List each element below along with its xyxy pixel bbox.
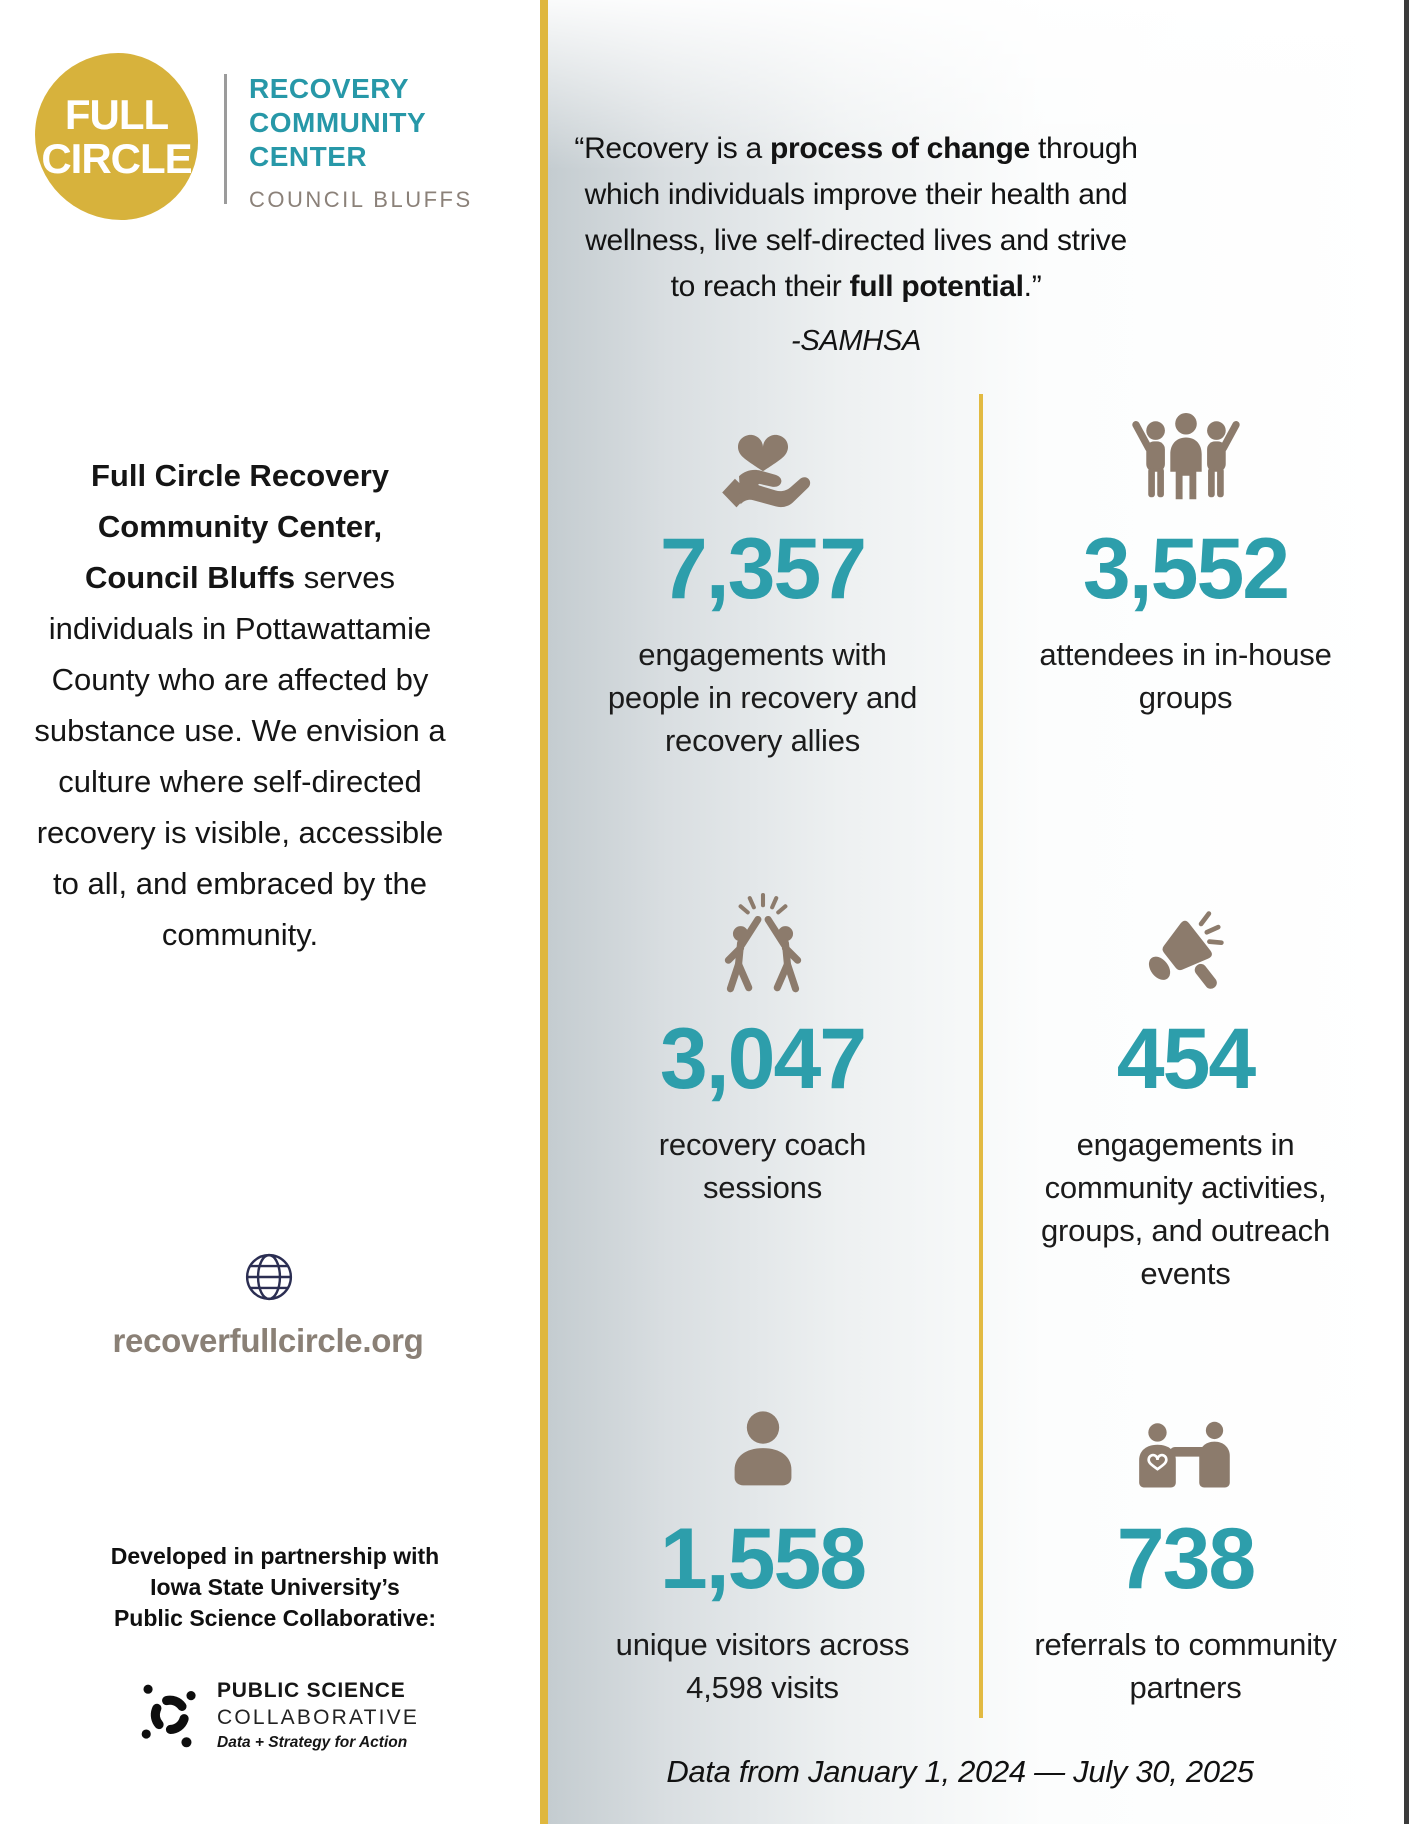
logo-divider-line bbox=[224, 74, 227, 204]
high-five-icon bbox=[590, 846, 935, 1003]
psc-line1: PUBLIC SCIENCE bbox=[217, 1679, 406, 1702]
stat-coach-sessions: 3,047 recovery coach sessions bbox=[590, 846, 935, 1209]
stat-value: 3,047 bbox=[659, 1011, 867, 1107]
stat-unique-visitors: 1,558 unique visitors across 4,598 visit… bbox=[590, 1346, 935, 1709]
quote-text: “Recovery is a bbox=[574, 132, 770, 165]
partnership-note: Developed in partnership with Iowa State… bbox=[110, 1543, 440, 1631]
mission-org-name: Full Circle Recovery Community Center, C… bbox=[84, 458, 390, 595]
stat-value: 454 bbox=[1116, 1011, 1257, 1107]
quote-bold-process-of-change: process of change bbox=[769, 132, 1030, 165]
stat-label: engagements in community activities, gro… bbox=[1041, 1127, 1330, 1291]
mission-body: serves individuals in Pottawattamie Coun… bbox=[34, 560, 446, 952]
psc-line2: COLLABORATIVE bbox=[217, 1706, 420, 1729]
stat-community-engagements: 454 engagements in community activities,… bbox=[1008, 846, 1363, 1295]
stat-referrals: 738 referrals to community partners bbox=[1008, 1346, 1363, 1709]
logo-word-circle: CIRCLE bbox=[41, 134, 192, 182]
stat-label: engagements with people in recovery and … bbox=[607, 637, 918, 758]
stat-attendees: 3,552 attendees in in-house groups bbox=[1008, 356, 1363, 719]
megaphone-icon bbox=[1008, 846, 1363, 1003]
stat-value: 738 bbox=[1116, 1511, 1257, 1607]
quote-bold-full-potential: full potential bbox=[849, 270, 1024, 303]
mission-statement: Full Circle Recovery Community Center, C… bbox=[12, 450, 468, 960]
center-gold-divider bbox=[979, 394, 983, 1718]
full-circle-logo: FULL CIRCLE RECOVERY COMMUNITY CENTER CO… bbox=[35, 53, 473, 220]
group-icon bbox=[1008, 356, 1363, 513]
right-edge-line bbox=[1404, 0, 1409, 1824]
psc-swirl-icon bbox=[138, 1676, 202, 1755]
psc-tagline: Data + Strategy for Action bbox=[217, 1734, 408, 1751]
logo-wordmark: RECOVERY COMMUNITY CENTER COUNCIL BLUFFS bbox=[249, 72, 473, 220]
visitor-icon bbox=[590, 1346, 935, 1503]
stat-label: referrals to community partners bbox=[1034, 1627, 1337, 1705]
stat-label: unique visitors across 4,598 visits bbox=[615, 1627, 910, 1705]
stat-value: 3,552 bbox=[1082, 521, 1290, 617]
full-circle-logo-mark: FULL CIRCLE bbox=[35, 53, 198, 220]
stat-label: attendees in in-house groups bbox=[1039, 637, 1332, 715]
left-gold-divider bbox=[540, 0, 548, 1824]
samhsa-quote: “Recovery is a process of change through… bbox=[556, 80, 1156, 410]
stat-engagements: 7,357 engagements with people in recover… bbox=[590, 356, 935, 762]
stat-value: 1,558 bbox=[659, 1511, 867, 1607]
hand-heart-icon bbox=[590, 356, 935, 513]
logo-word-full: FULL bbox=[64, 90, 169, 138]
quote-attribution: -SAMHSA bbox=[790, 325, 922, 357]
logo-council-bluffs: COUNCIL BLUFFS bbox=[249, 187, 473, 212]
logo-recovery: RECOVERY bbox=[249, 73, 410, 104]
stat-label: recovery coach sessions bbox=[658, 1127, 867, 1205]
globe-icon bbox=[244, 1252, 294, 1307]
psc-wordmark: PUBLIC SCIENCE COLLABORATIVE Data + Stra… bbox=[217, 1679, 419, 1752]
logo-center: CENTER bbox=[249, 141, 368, 172]
stat-value: 7,357 bbox=[659, 521, 867, 617]
referral-icon bbox=[1008, 1346, 1363, 1503]
website-link[interactable]: recoverfullcircle.org bbox=[112, 1322, 424, 1359]
public-science-collaborative-logo: PUBLIC SCIENCE COLLABORATIVE Data + Stra… bbox=[138, 1676, 419, 1755]
logo-community: COMMUNITY bbox=[249, 107, 427, 138]
quote-text: .” bbox=[1023, 270, 1042, 303]
data-date-range: Data from January 1, 2024 — July 30, 202… bbox=[666, 1754, 1254, 1789]
stats-panel-background bbox=[548, 0, 1404, 1824]
quote-text: through which individuals improve their … bbox=[584, 132, 1138, 303]
